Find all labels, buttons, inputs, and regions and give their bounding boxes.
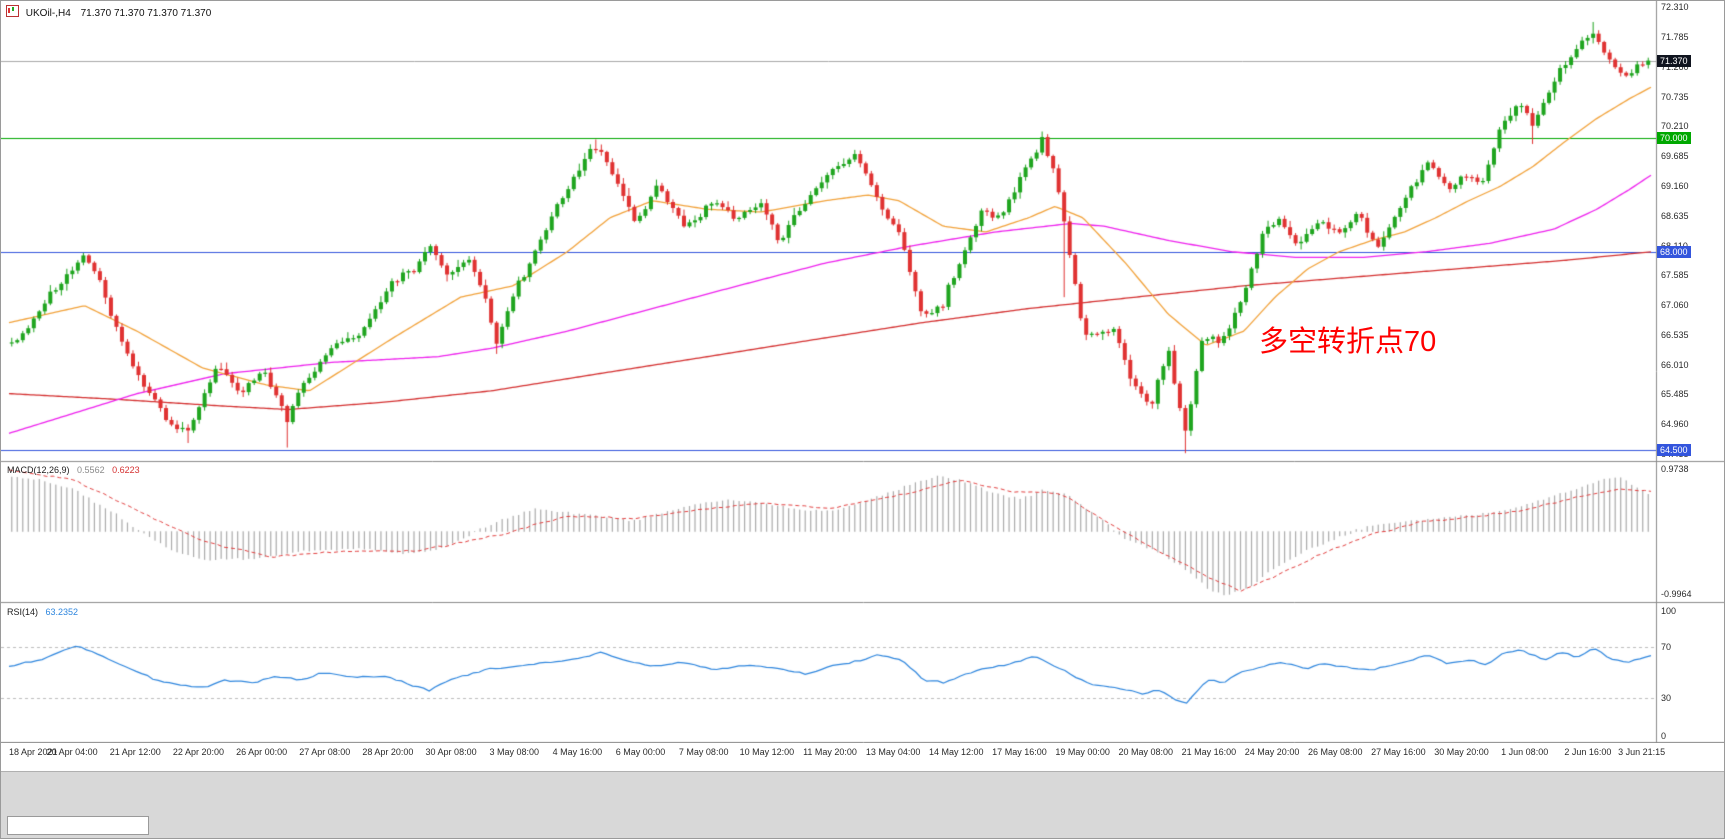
chart-header: UKOil-,H4 71.370 71.370 71.370 71.370 (6, 4, 211, 19)
time-tick-label: 28 Apr 20:00 (362, 747, 414, 757)
time-tick-label: 14 May 12:00 (929, 747, 984, 757)
price-tick-label: 66.010 (1661, 359, 1689, 370)
rsi-axis-label: 0 (1661, 731, 1667, 741)
price-tick-label: 64.960 (1661, 419, 1689, 430)
time-tick-label: 18 Apr 2021 (9, 747, 58, 757)
hline-price-badge: 64.500 (1657, 444, 1691, 457)
time-tick-label: 21 Apr 12:00 (109, 747, 161, 757)
time-tick-label: 6 May 00:00 (615, 747, 666, 757)
price-tick-label: 67.585 (1661, 270, 1689, 281)
status-box (7, 816, 149, 835)
time-tick-label: 4 May 16:00 (552, 747, 603, 757)
time-tick-label: 7 May 08:00 (678, 747, 729, 757)
time-tick-label: 26 Apr 00:00 (236, 747, 288, 757)
price-tick-label: 69.685 (1661, 151, 1689, 162)
time-tick-label: 27 Apr 08:00 (299, 747, 351, 757)
time-tick-label: 11 May 20:00 (803, 747, 857, 757)
macd-signal-value: 0.6223 (112, 465, 140, 475)
time-tick-label: 3 Jun 21:15 (1618, 747, 1666, 757)
price-tick-label: 67.060 (1661, 300, 1689, 311)
price-tick-label: 65.485 (1661, 389, 1689, 400)
time-tick-label: 10 May 12:00 (739, 747, 795, 757)
macd-label: MACD(12,26,9) 0.5562 0.6223 (7, 465, 140, 476)
time-tick-label: 26 May 08:00 (1307, 747, 1363, 757)
ohlc-values: 71.370 71.370 71.370 71.370 (80, 8, 212, 19)
rsi-name: RSI(14) (7, 607, 39, 617)
time-tick-label: 21 May 16:00 (1181, 747, 1237, 757)
price-chart-canvas[interactable] (1, 1, 1724, 743)
time-tick-label: 2 Jun 16:00 (1564, 747, 1612, 757)
symbol-timeframe-label: UKOil-,H4 (25, 8, 71, 19)
time-tick-label: 24 May 20:00 (1244, 747, 1300, 757)
status-bar (1, 771, 1724, 838)
time-tick-label: 19 May 00:00 (1055, 747, 1110, 757)
chart-annotation[interactable]: 多空转折点70 (1259, 326, 1437, 358)
time-tick-label: 3 May 08:00 (489, 747, 539, 757)
price-scale[interactable]: 72.310 71.785 71.260 70.735 70.210 69.685 69.1… (1657, 1, 1724, 742)
chart-window-icon (6, 5, 19, 17)
time-tick-label: 20 Apr 04:00 (46, 747, 98, 757)
price-tick-label: 70.735 (1661, 91, 1689, 102)
rsi-axis-label: 70 (1661, 642, 1672, 653)
rsi-axis-label: 30 (1661, 692, 1672, 703)
time-tick-label: 17 May 16:00 (992, 747, 1047, 757)
time-tick-label: 20 May 08:00 (1118, 747, 1174, 757)
price-tick-label: 68.635 (1661, 210, 1689, 221)
macd-name: MACD(12,26,9) (7, 465, 70, 475)
time-tick-label: 27 May 16:00 (1371, 747, 1426, 757)
time-tick-label: 13 May 04:00 (865, 747, 921, 757)
macd-axis-max: 0.9738 (1661, 464, 1689, 474)
price-tick-label: 66.535 (1661, 329, 1689, 340)
price-tick-label: 71.260 (1661, 61, 1689, 72)
time-tick-label: 30 May 20:00 (1434, 747, 1489, 757)
hline-price-badge: 68.000 (1657, 245, 1691, 258)
rsi-label: RSI(14) 63.2352 (7, 607, 78, 618)
price-tick-label: 70.210 (1661, 121, 1689, 132)
time-tick-label: 22 Apr 20:00 (172, 747, 224, 757)
time-tick-label: 30 Apr 08:00 (425, 747, 477, 757)
hline-price-badge: 70.000 (1657, 132, 1691, 145)
macd-main-value: 0.5562 (77, 465, 105, 475)
time-axis[interactable]: 18 Apr 2021 20 Apr 04:00 21 Apr 12:00 22 Ap… (1, 743, 1724, 769)
rsi-axis-label: 100 (1661, 606, 1677, 616)
macd-axis-min: -0.9964 (1661, 589, 1692, 599)
price-tick-label: 68.110 (1661, 241, 1688, 252)
time-tick-label: 1 Jun 08:00 (1501, 747, 1549, 757)
current-price-badge: 71.370 (1657, 54, 1691, 67)
price-tick-label: 69.160 (1661, 180, 1689, 191)
price-tick-label: 72.310 (1661, 2, 1689, 13)
price-tick-label: 71.785 (1661, 32, 1689, 43)
rsi-value: 63.2352 (45, 607, 79, 617)
